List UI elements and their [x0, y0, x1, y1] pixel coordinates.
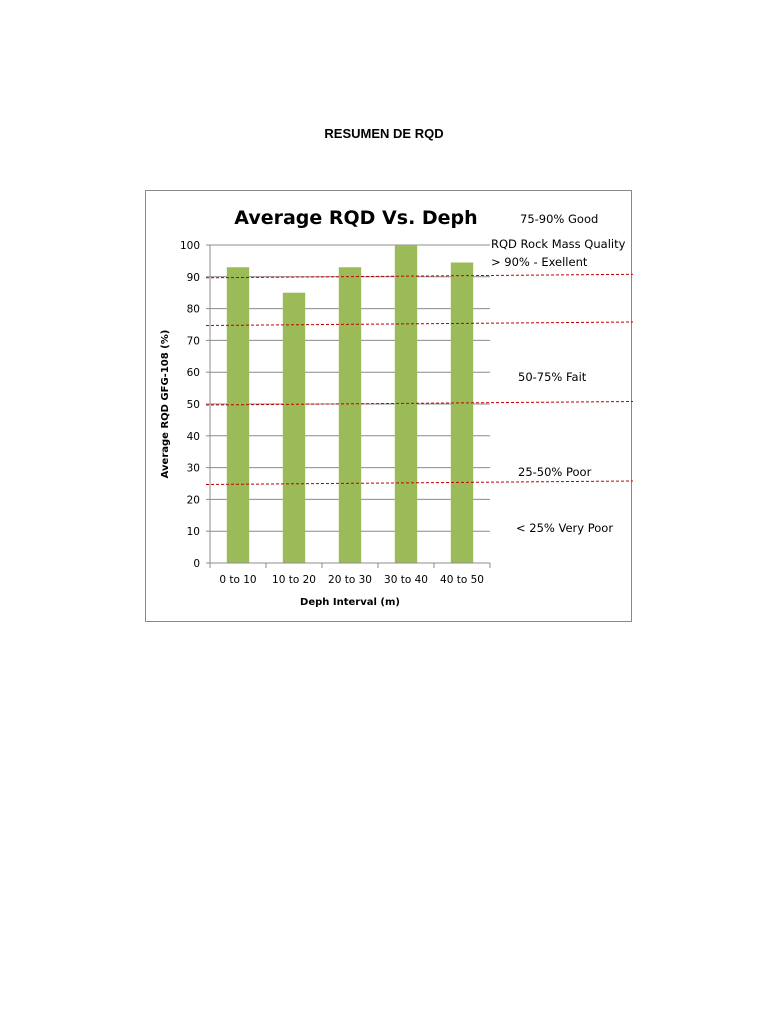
y-tick-label: 0: [193, 558, 200, 570]
bar: [282, 292, 306, 563]
threshold-line: [205, 273, 633, 279]
y-tick-label: 60: [187, 367, 200, 379]
annotation-fair: 50-75% Fait: [518, 370, 587, 384]
threshold-line: [205, 480, 633, 485]
x-tick-label: 10 to 20: [272, 574, 316, 586]
x-tick-label: 20 to 30: [328, 574, 372, 586]
y-tick-label: 10: [187, 526, 200, 538]
y-tick-label: 50: [187, 399, 200, 411]
bar: [226, 267, 250, 563]
threshold-lines: [205, 273, 633, 485]
chart-title: Average RQD Vs. Deph: [234, 207, 477, 229]
y-tick-label: 20: [187, 494, 200, 506]
x-tick-label: 30 to 40: [384, 574, 428, 586]
bars: [226, 245, 474, 563]
annotation-poor: 25-50% Poor: [518, 465, 592, 479]
tick-labels: 0 10 20 30 40 50 60 70 80 90 100 0 to 10 10 to 20 20 …: [180, 240, 484, 586]
x-tick-label: 40 to 50: [440, 574, 484, 586]
bar: [394, 245, 418, 563]
y-tick-label: 70: [187, 335, 200, 347]
y-tick-label: 30: [187, 463, 200, 475]
x-axis-label: Deph Interval (m): [300, 597, 400, 608]
y-tick-label: 90: [187, 272, 200, 284]
x-tick-label: 0 to 10: [219, 574, 256, 586]
rqd-bar-chart: Average RQD Vs. Deph 0 10 20 30 40 50 60 70 80 90…: [160, 207, 633, 608]
y-tick-label: 80: [187, 304, 200, 316]
chart-frame: Average RQD Vs. Deph 0 10 20 30 40 50 60 70 80 90…: [145, 190, 633, 622]
y-tick-label: 100: [180, 240, 200, 252]
threshold-line: [205, 321, 633, 326]
quality-annotations: 75-90% Good RQD Rock Mass Quality > 90% …: [491, 212, 626, 535]
annotation-excellent: > 90% - Exellent: [491, 255, 588, 269]
page-heading: RESUMEN DE RQD: [324, 126, 444, 141]
axes: [209, 245, 490, 564]
y-tick-label: 40: [187, 431, 200, 443]
y-axis-label: Average RQD GFG-108 (%): [160, 330, 171, 479]
threshold-line: [205, 401, 633, 406]
annotation-rqd-quality: RQD Rock Mass Quality: [491, 237, 626, 251]
annotation-good: 75-90% Good: [520, 212, 598, 226]
bar: [338, 267, 362, 563]
bar: [450, 262, 474, 563]
annotation-very-poor: < 25% Very Poor: [516, 521, 613, 535]
